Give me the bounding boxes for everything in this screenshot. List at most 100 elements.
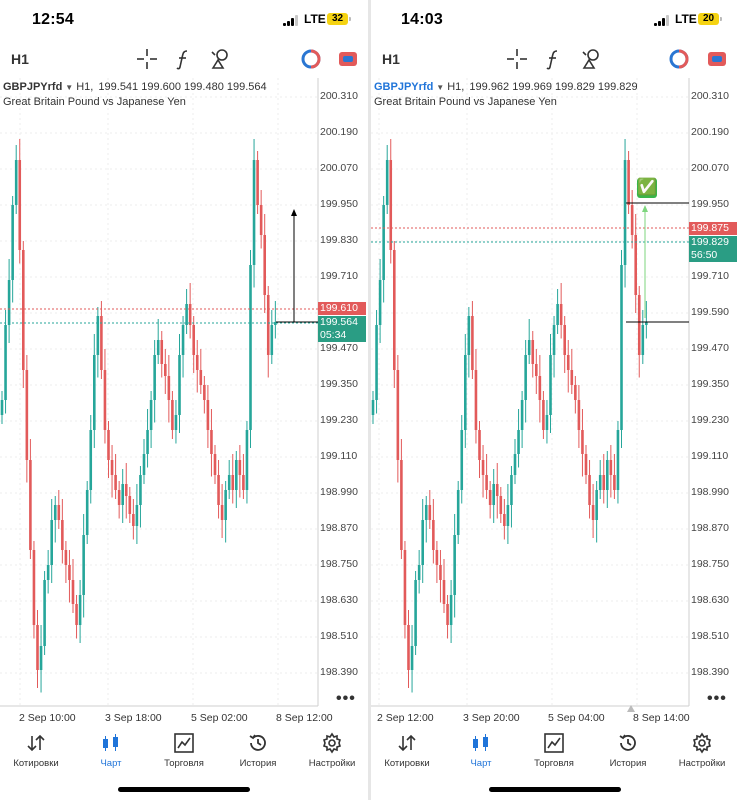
candle-body xyxy=(577,400,581,430)
candle-body xyxy=(4,325,7,400)
candle-body xyxy=(442,580,446,604)
status-bar: 12:54 LTE 32 xyxy=(0,0,368,40)
crosshair-icon[interactable] xyxy=(136,48,158,70)
candle-body xyxy=(506,505,510,526)
candle-body xyxy=(588,475,591,505)
candle-body xyxy=(417,565,421,580)
symbol-dropdown-icon[interactable]: ▼ xyxy=(436,83,445,92)
candle-body xyxy=(613,475,616,490)
timeframe-button[interactable]: H1 xyxy=(11,51,29,67)
candle-body xyxy=(171,400,174,430)
tab-label: Торговля xyxy=(164,758,204,769)
home-indicator xyxy=(118,787,250,792)
symbol-description: Great Britain Pound vs Japanese Yen xyxy=(374,96,557,108)
tab-label: История xyxy=(239,758,277,769)
candle-body xyxy=(213,454,217,475)
candle-body xyxy=(627,160,630,205)
tab-history[interactable]: История xyxy=(222,728,294,769)
account-icon[interactable] xyxy=(337,48,359,70)
trade-icon xyxy=(173,732,195,754)
price-axis-label: 198.510 xyxy=(320,630,358,642)
candle-body xyxy=(50,520,53,565)
price-axis-label: 198.870 xyxy=(320,522,358,534)
candle-body xyxy=(481,460,485,475)
candle-body xyxy=(435,550,439,565)
tab-chart[interactable]: Чарт xyxy=(445,728,517,769)
candle-body xyxy=(464,355,467,430)
candle-body xyxy=(602,475,606,490)
tab-trade[interactable]: Торговля xyxy=(148,728,220,769)
candle-body xyxy=(556,304,559,325)
candle-body xyxy=(36,625,39,670)
price-axis-label: 198.750 xyxy=(320,558,358,570)
function-icon[interactable] xyxy=(542,48,564,70)
tab-quotes[interactable]: Котировки xyxy=(0,728,72,769)
candle-body xyxy=(256,160,259,205)
price-chart[interactable]: GBPJPYrfd ▼ H1, 199.541 199.600 199.480 19… xyxy=(0,78,368,728)
candle-body xyxy=(57,505,61,520)
time-axis-label: 3 Sep 20:00 xyxy=(463,712,520,724)
tab-trade[interactable]: Торговля xyxy=(518,728,590,769)
candle-body xyxy=(25,370,29,460)
candle-body xyxy=(93,355,96,430)
candle-body xyxy=(7,280,11,325)
candle-body xyxy=(574,385,577,400)
candle-body xyxy=(389,160,393,250)
tab-settings[interactable]: Настройки xyxy=(296,728,368,769)
candle-body xyxy=(245,430,249,490)
candle-body xyxy=(538,376,542,400)
more-icon[interactable]: ••• xyxy=(336,690,356,707)
ohlc-values: 199.962 199.969 199.829 199.829 xyxy=(469,81,638,93)
more-icon[interactable]: ••• xyxy=(707,690,727,707)
candle-body xyxy=(485,475,488,490)
candle-body xyxy=(220,505,224,520)
candle-body xyxy=(71,580,75,604)
tab-history[interactable]: История xyxy=(592,728,664,769)
candle-body xyxy=(146,430,149,454)
trade-signals-icon[interactable] xyxy=(300,48,322,70)
crosshair-icon[interactable] xyxy=(506,48,528,70)
tab-label: Чарт xyxy=(100,758,122,769)
tab-settings[interactable]: Настройки xyxy=(666,728,738,769)
candle-body xyxy=(195,355,199,370)
symbol-name[interactable]: GBPJPYrfd xyxy=(3,81,63,93)
candle-body xyxy=(492,484,495,505)
candle-body xyxy=(156,340,160,355)
price-axis-label: 198.390 xyxy=(320,666,358,678)
signal-icon xyxy=(283,15,300,26)
price-axis-label: 199.470 xyxy=(320,342,358,354)
trade-icon xyxy=(543,732,565,754)
candle-body xyxy=(185,304,188,325)
trade-signals-icon[interactable] xyxy=(668,48,690,70)
function-icon[interactable] xyxy=(172,48,194,70)
candle-body xyxy=(85,490,89,535)
quotes-icon xyxy=(396,732,418,754)
network-type: LTE xyxy=(304,12,326,26)
candle-body xyxy=(542,400,545,430)
symbol-name[interactable]: GBPJPYrfd xyxy=(374,81,434,93)
tab-label: Котировки xyxy=(384,758,430,769)
history-icon xyxy=(617,732,639,754)
tab-chart[interactable]: Чарт xyxy=(75,728,147,769)
symbol-dropdown-icon[interactable]: ▼ xyxy=(65,83,74,92)
bottom-tab-bar: Котировки Чарт Торговля История Настройки xyxy=(371,728,739,773)
candle-body xyxy=(545,415,549,430)
candle-body xyxy=(124,484,128,496)
battery-icon: 32 xyxy=(327,13,351,25)
candle-body xyxy=(117,490,121,505)
price-chart[interactable]: GBPJPYrfd ▼ H1, 199.962 199.969 199.829 19… xyxy=(371,78,739,728)
candlestick-chart[interactable] xyxy=(0,78,368,728)
symbol-description: Great Britain Pound vs Japanese Yen xyxy=(3,96,186,108)
account-icon[interactable] xyxy=(706,48,728,70)
objects-icon[interactable] xyxy=(581,48,603,70)
timeframe-button[interactable]: H1 xyxy=(382,51,400,67)
price-axis-label: 199.590 xyxy=(691,306,729,318)
objects-icon[interactable] xyxy=(210,48,232,70)
candle-body xyxy=(378,280,382,325)
status-time: 14:03 xyxy=(401,11,443,28)
candle-body xyxy=(432,520,435,550)
candlestick-chart[interactable] xyxy=(371,78,739,728)
candle-body xyxy=(266,295,270,355)
candle-body xyxy=(68,565,71,580)
tab-quotes[interactable]: Котировки xyxy=(371,728,443,769)
